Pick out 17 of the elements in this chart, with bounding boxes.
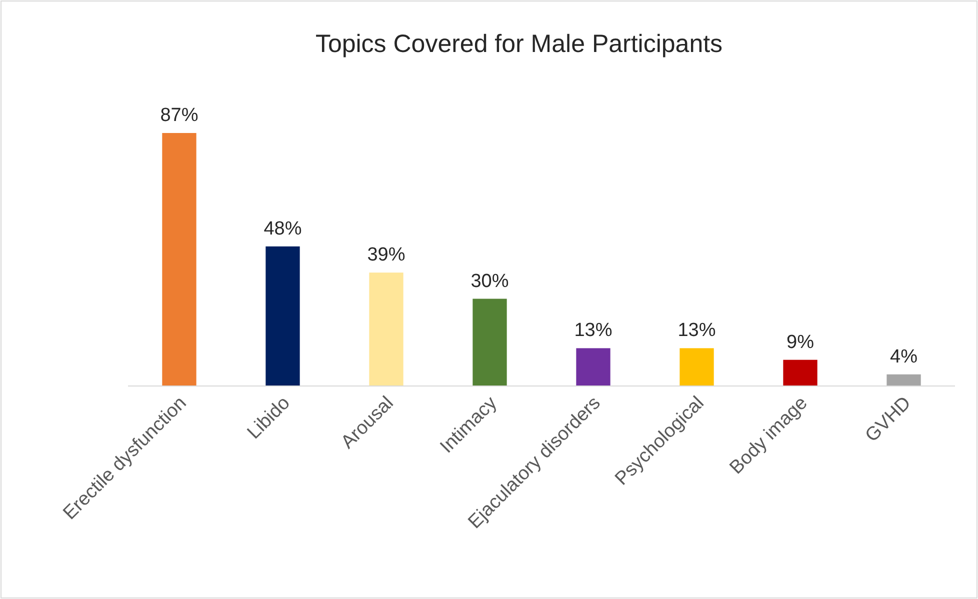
data-label: 13% bbox=[678, 320, 716, 342]
data-label: 13% bbox=[574, 320, 612, 342]
data-label: 9% bbox=[786, 332, 814, 353]
data-label: 87% bbox=[160, 105, 198, 126]
data-label: 4% bbox=[890, 346, 918, 368]
data-label: 48% bbox=[264, 218, 302, 240]
chart-title: Topics Covered for Male Participants bbox=[315, 30, 723, 58]
bar bbox=[162, 133, 196, 386]
bar bbox=[680, 348, 714, 386]
bar bbox=[266, 246, 300, 386]
bar bbox=[472, 298, 507, 386]
bar bbox=[369, 272, 404, 386]
bar bbox=[783, 360, 818, 386]
data-label: 30% bbox=[470, 270, 509, 292]
bar bbox=[576, 348, 610, 386]
data-label: 39% bbox=[367, 244, 406, 266]
bar bbox=[886, 374, 921, 386]
